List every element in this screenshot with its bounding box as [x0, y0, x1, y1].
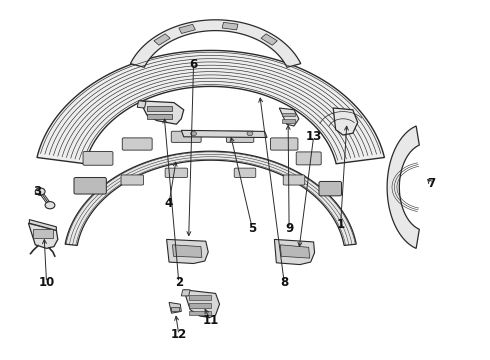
Polygon shape [28, 223, 58, 248]
Circle shape [247, 131, 253, 136]
Bar [282, 119, 295, 123]
Bar [261, 34, 277, 45]
Text: 7: 7 [427, 177, 435, 190]
FancyBboxPatch shape [171, 131, 201, 142]
Text: 2: 2 [175, 276, 183, 289]
Bar [282, 113, 295, 116]
Text: 9: 9 [285, 222, 293, 235]
FancyBboxPatch shape [226, 131, 254, 142]
Polygon shape [140, 101, 184, 124]
Polygon shape [181, 290, 190, 296]
Polygon shape [184, 290, 220, 318]
Bar [147, 106, 172, 111]
Bar [222, 22, 238, 30]
Circle shape [45, 202, 55, 209]
Text: 13: 13 [305, 130, 322, 143]
Polygon shape [169, 302, 181, 313]
Bar [171, 307, 179, 311]
FancyBboxPatch shape [122, 138, 152, 150]
Text: 6: 6 [190, 58, 197, 71]
Polygon shape [37, 50, 385, 164]
Text: 11: 11 [202, 314, 219, 327]
Text: 8: 8 [280, 276, 288, 289]
Bar [179, 24, 196, 33]
FancyBboxPatch shape [83, 152, 113, 165]
Polygon shape [280, 245, 310, 258]
Text: 12: 12 [171, 328, 187, 341]
Polygon shape [29, 220, 56, 230]
Polygon shape [181, 130, 267, 138]
Polygon shape [279, 108, 299, 126]
Text: 5: 5 [248, 222, 256, 235]
Text: 4: 4 [165, 197, 173, 210]
Text: 3: 3 [33, 185, 41, 198]
Polygon shape [333, 108, 358, 135]
Polygon shape [167, 239, 208, 264]
Polygon shape [274, 239, 315, 265]
Bar [33, 229, 53, 238]
Polygon shape [172, 245, 202, 257]
FancyBboxPatch shape [165, 168, 188, 177]
FancyBboxPatch shape [319, 181, 342, 196]
Text: 10: 10 [38, 276, 55, 289]
FancyBboxPatch shape [74, 177, 106, 194]
Text: 1: 1 [337, 219, 344, 231]
Bar [189, 295, 211, 300]
Polygon shape [130, 20, 301, 67]
Polygon shape [387, 126, 419, 248]
Circle shape [191, 131, 196, 136]
FancyBboxPatch shape [234, 168, 256, 177]
Circle shape [35, 188, 45, 195]
Polygon shape [137, 101, 146, 108]
Bar [189, 311, 211, 315]
Bar [147, 114, 172, 119]
FancyBboxPatch shape [270, 138, 298, 150]
FancyBboxPatch shape [296, 152, 321, 165]
Bar [189, 303, 211, 308]
FancyBboxPatch shape [121, 175, 144, 185]
Bar [154, 34, 170, 45]
FancyBboxPatch shape [283, 175, 305, 185]
Polygon shape [65, 151, 356, 246]
